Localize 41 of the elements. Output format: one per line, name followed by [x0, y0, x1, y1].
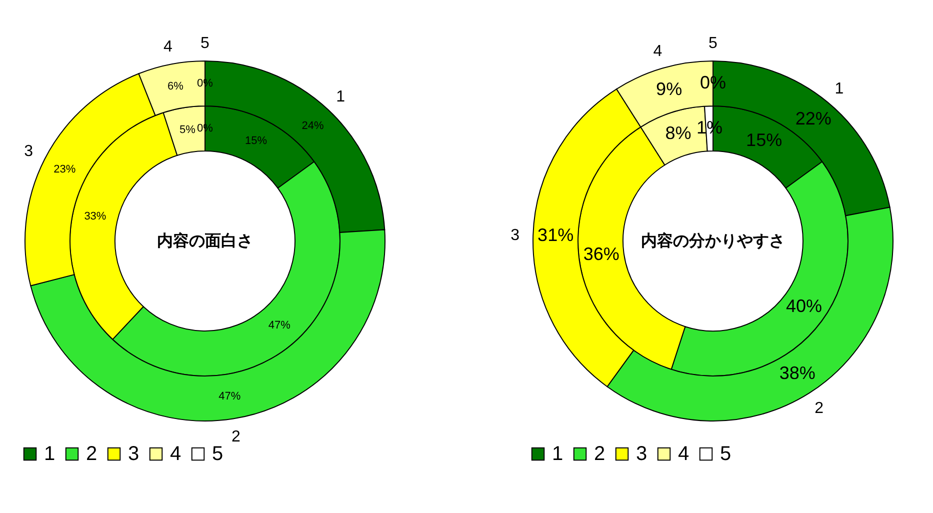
- legend-label: 1: [44, 443, 56, 465]
- slice-label: 4: [653, 42, 662, 60]
- legend-label: 3: [636, 443, 648, 465]
- data-label: 15%: [746, 130, 782, 150]
- legend-label: 2: [86, 443, 98, 465]
- text: 0%: [197, 78, 213, 90]
- data-label: 36%: [583, 244, 620, 264]
- data-label: 40%: [786, 296, 822, 316]
- slice-label: 5: [708, 35, 718, 52]
- legend-label: 5: [212, 443, 224, 465]
- legend-label: 2: [594, 443, 606, 465]
- slice-label: 4: [163, 38, 172, 56]
- text: 0%: [700, 72, 726, 92]
- text: 0%: [197, 122, 213, 134]
- slice-label: 1: [834, 80, 844, 98]
- data-label: 33%: [84, 210, 106, 222]
- text: 内容の面白さ: [157, 231, 253, 250]
- data-label: 15%: [245, 134, 268, 147]
- legend-label: 5: [720, 443, 732, 465]
- legend-label: 4: [170, 443, 182, 465]
- category-label: 5: [200, 35, 210, 52]
- data-label: 47%: [218, 390, 241, 403]
- legend-label: 4: [678, 443, 690, 465]
- slice-label: 1: [336, 88, 346, 106]
- data-label: 38%: [779, 362, 816, 383]
- data-label: 9%: [656, 78, 682, 99]
- legend-label: 3: [128, 443, 140, 465]
- data-label: 22%: [795, 108, 832, 129]
- data-label: 6%: [168, 80, 184, 92]
- data-label: 31%: [538, 225, 574, 246]
- slice-label: 3: [510, 226, 520, 244]
- legend-label: 1: [552, 443, 564, 465]
- data-label: 5%: [179, 124, 196, 136]
- data-label: 8%: [665, 123, 692, 144]
- data-label: 24%: [302, 120, 324, 132]
- slice-label: 3: [24, 143, 34, 160]
- text: 内容の分かりやすさ: [641, 231, 785, 250]
- data-label: 23%: [54, 163, 76, 176]
- data-label: 47%: [268, 319, 291, 332]
- slice-label: 2: [814, 400, 824, 418]
- slice-label: 2: [232, 428, 241, 446]
